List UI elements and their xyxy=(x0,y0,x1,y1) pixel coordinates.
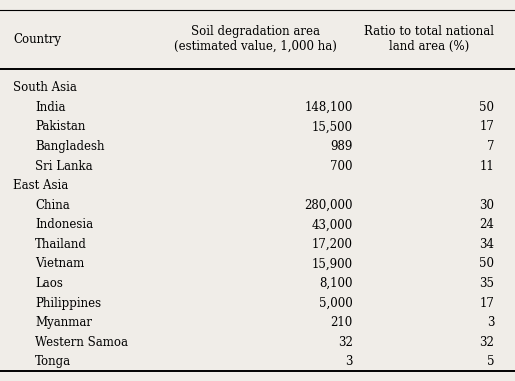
Text: Tonga: Tonga xyxy=(35,355,71,368)
Text: South Asia: South Asia xyxy=(13,82,77,94)
Text: Country: Country xyxy=(13,32,61,46)
Text: 11: 11 xyxy=(479,160,494,173)
Text: Pakistan: Pakistan xyxy=(35,120,85,133)
Text: 17,200: 17,200 xyxy=(312,238,353,251)
Text: Bangladesh: Bangladesh xyxy=(35,140,105,153)
Text: China: China xyxy=(35,199,70,212)
Text: 3: 3 xyxy=(487,316,494,329)
Text: 989: 989 xyxy=(331,140,353,153)
Text: 3: 3 xyxy=(345,355,353,368)
Text: 15,500: 15,500 xyxy=(312,120,353,133)
Text: East Asia: East Asia xyxy=(13,179,68,192)
Text: 30: 30 xyxy=(479,199,494,212)
Text: 17: 17 xyxy=(479,296,494,309)
Text: Laos: Laos xyxy=(35,277,63,290)
Text: 5,000: 5,000 xyxy=(319,296,353,309)
Text: 34: 34 xyxy=(479,238,494,251)
Text: 15,900: 15,900 xyxy=(312,258,353,271)
Text: 148,100: 148,100 xyxy=(304,101,353,114)
Text: Indonesia: Indonesia xyxy=(35,218,93,231)
Text: Thailand: Thailand xyxy=(35,238,87,251)
Text: 17: 17 xyxy=(479,120,494,133)
Text: 32: 32 xyxy=(479,336,494,349)
Text: 7: 7 xyxy=(487,140,494,153)
Text: 35: 35 xyxy=(479,277,494,290)
Text: 24: 24 xyxy=(479,218,494,231)
Text: Ratio to total national
land area (%): Ratio to total national land area (%) xyxy=(365,25,494,53)
Text: 210: 210 xyxy=(331,316,353,329)
Text: Sri Lanka: Sri Lanka xyxy=(35,160,93,173)
Text: India: India xyxy=(35,101,65,114)
Text: 280,000: 280,000 xyxy=(304,199,353,212)
Text: 43,000: 43,000 xyxy=(312,218,353,231)
Text: 5: 5 xyxy=(487,355,494,368)
Text: 50: 50 xyxy=(479,258,494,271)
Text: Philippines: Philippines xyxy=(35,296,101,309)
Text: 8,100: 8,100 xyxy=(319,277,353,290)
Text: Vietnam: Vietnam xyxy=(35,258,84,271)
Text: 700: 700 xyxy=(330,160,353,173)
Text: Western Samoa: Western Samoa xyxy=(35,336,128,349)
Text: Myanmar: Myanmar xyxy=(35,316,92,329)
Text: 50: 50 xyxy=(479,101,494,114)
Text: 32: 32 xyxy=(338,336,353,349)
Text: Soil degradation area
(estimated value, 1,000 ha): Soil degradation area (estimated value, … xyxy=(175,25,337,53)
